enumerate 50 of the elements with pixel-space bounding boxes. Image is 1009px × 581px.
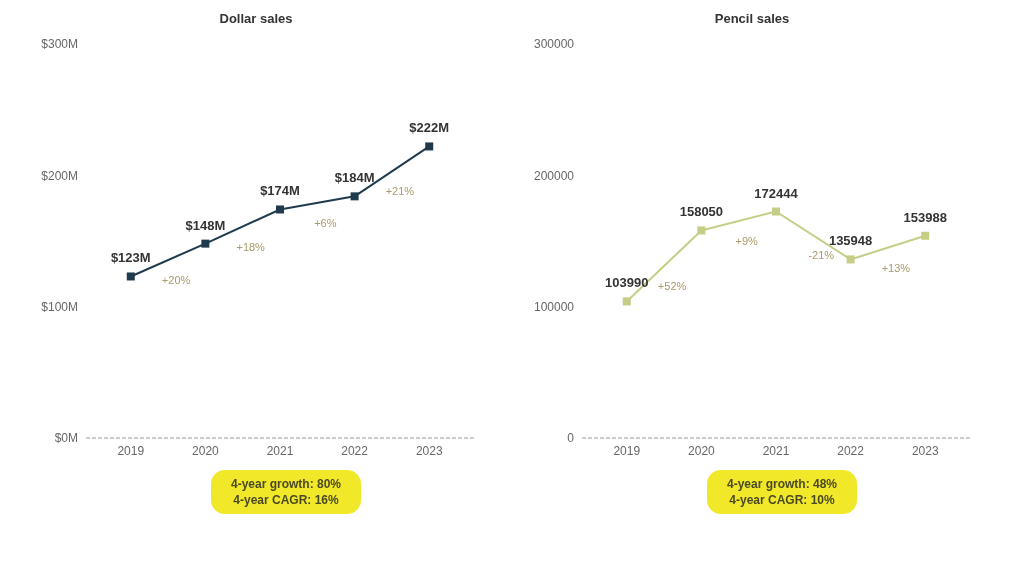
point	[921, 231, 930, 240]
data-label: $123M	[110, 250, 151, 266]
x-tick-label: 2022	[341, 443, 369, 458]
point	[697, 226, 706, 235]
data-label: 158050	[679, 204, 724, 220]
point	[425, 142, 434, 151]
y-tick-label: $200M	[41, 168, 78, 183]
x-tick-label: 2021	[762, 443, 790, 458]
x-tick-label: 2023	[415, 443, 443, 458]
annotation: +13%	[881, 261, 911, 274]
chart-title: Pencil sales	[713, 10, 791, 28]
point	[126, 272, 135, 281]
point	[276, 205, 284, 214]
x-tick-label: 2022	[837, 443, 865, 458]
x-tick-label: 2020	[688, 443, 716, 458]
data-label: $148M	[185, 217, 226, 233]
y-tick-label: $100M	[41, 299, 78, 314]
text: 4-year growth: 48% 4-year CAGR: 10%	[706, 470, 858, 514]
data-label: 172444	[754, 185, 799, 201]
x-tick-label: 2021	[266, 443, 294, 458]
annotation: +21%	[385, 185, 415, 198]
y-tick-label: $0M	[54, 431, 78, 446]
data-label: $174M	[260, 183, 300, 199]
x-tick-label: 2019	[117, 443, 145, 458]
annotation: +18%	[236, 240, 266, 253]
data-label: 153988	[903, 209, 947, 225]
point	[622, 297, 631, 306]
annotation: +9%	[735, 234, 759, 247]
x-tick-label: 2019	[613, 443, 641, 458]
annotation: -21%	[808, 249, 835, 262]
y-tick-label: 200000	[533, 168, 575, 183]
y-tick-label: $300M	[41, 37, 78, 52]
x-tick-label: 2023	[911, 443, 939, 458]
point	[846, 255, 855, 264]
data-label: $222M	[409, 120, 450, 136]
point	[772, 207, 780, 216]
x-tick-label: 2020	[192, 443, 220, 458]
data-label: 135948	[828, 233, 873, 249]
point	[201, 239, 210, 248]
y-tick-label: 300000	[533, 37, 575, 52]
annotation: +20%	[161, 274, 191, 287]
point	[350, 192, 359, 201]
chart-title: Dollar sales	[218, 10, 294, 28]
annotation: +52%	[657, 279, 687, 292]
annotation: +6%	[314, 216, 337, 229]
data-label: $184M	[334, 170, 375, 186]
y-tick-label: 0	[567, 431, 575, 446]
text: 4-year growth: 80% 4-year CAGR: 16%	[210, 470, 362, 514]
data-label: 103990	[605, 275, 649, 291]
y-tick-label: 100000	[533, 299, 575, 314]
